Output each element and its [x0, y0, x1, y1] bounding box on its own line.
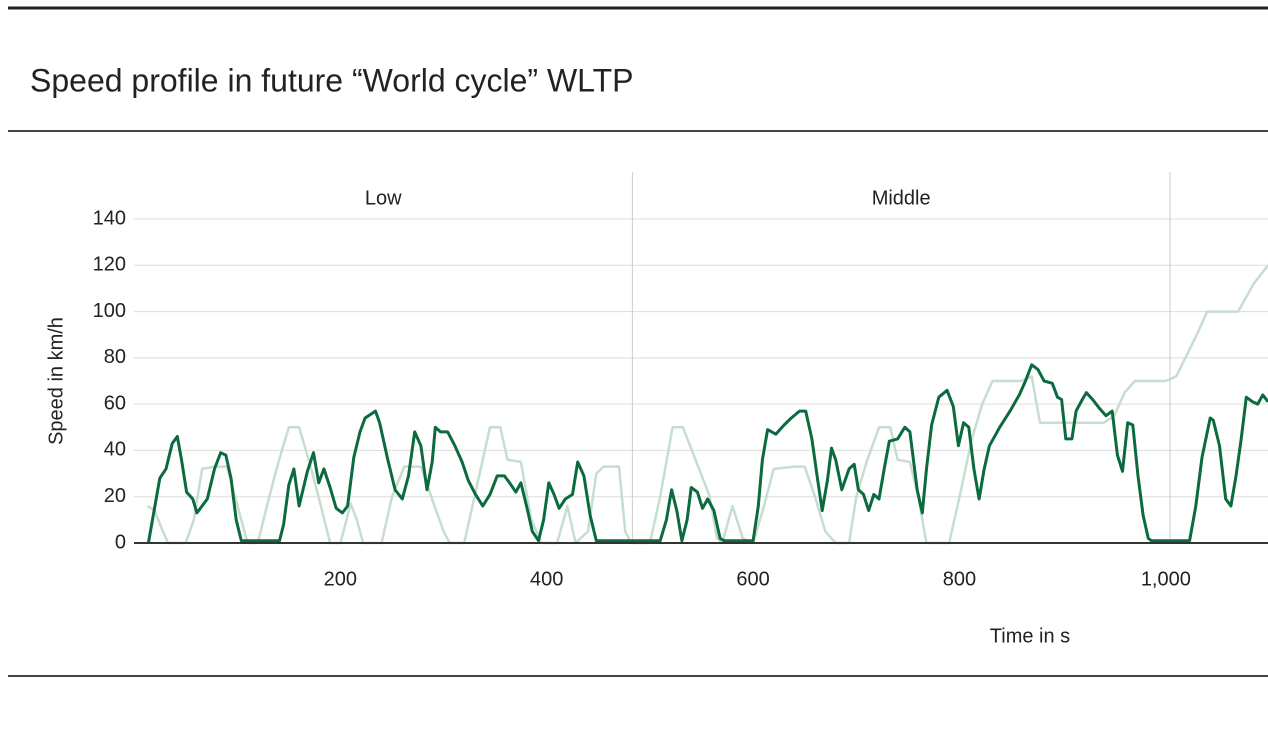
phase-label: Middle [872, 187, 931, 209]
x-axis-label: Time in s [990, 625, 1070, 647]
x-tick-label: 600 [736, 568, 769, 590]
speed-line [146, 363, 1268, 544]
y-axis-label: Speed in km/h [45, 317, 67, 445]
x-tick-label: 400 [530, 568, 563, 590]
y-tick-label: 0 [115, 531, 126, 553]
x-tick-label: 200 [324, 568, 357, 590]
y-tick-label: 120 [93, 254, 126, 276]
y-tick-label: 60 [104, 392, 126, 414]
x-tick-label: 1,000 [1141, 568, 1191, 590]
chart-title: Speed profile in future “World cycle” WL… [30, 62, 633, 98]
x-tick-label: 800 [943, 568, 976, 590]
y-tick-label: 140 [93, 207, 126, 229]
y-tick-label: 100 [93, 300, 126, 322]
y-tick-label: 20 [104, 485, 126, 507]
y-tick-label: 40 [104, 439, 126, 461]
phase-label: Low [365, 187, 402, 209]
y-tick-label: 80 [104, 346, 126, 368]
